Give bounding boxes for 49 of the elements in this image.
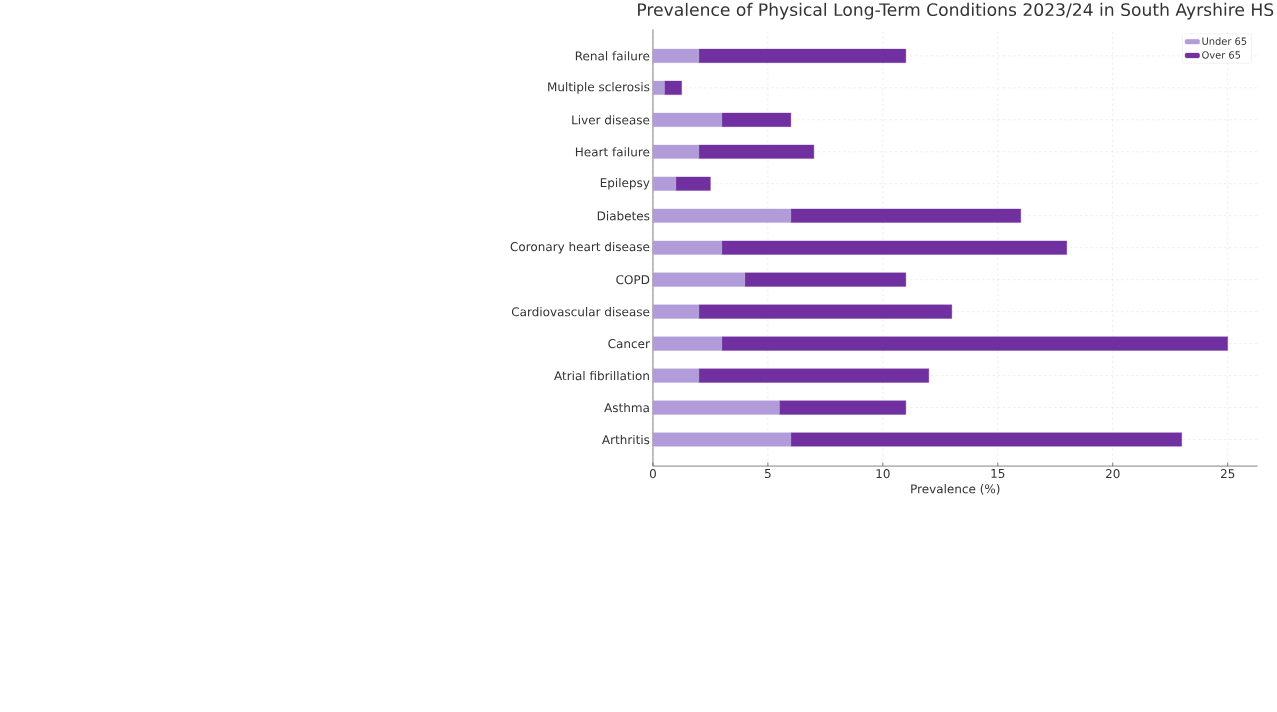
bar	[652, 80, 665, 95]
bar	[652, 176, 677, 191]
legend-label: Over 65	[1202, 51, 1241, 59]
y-tick-label: Diabetes	[597, 210, 650, 221]
bar	[790, 208, 1021, 223]
y-tick-label: Multiple sclerosis	[548, 81, 650, 94]
bar	[698, 48, 906, 63]
y-tick-label: Epilepsy	[600, 177, 650, 190]
y-tick-label: COPD	[616, 274, 650, 285]
x-tick-label: 20	[1105, 468, 1120, 479]
y-tick-label: Arthritis	[601, 434, 650, 445]
bar	[675, 176, 711, 191]
bar	[652, 400, 780, 415]
y-tick-label: Cardiovascular disease	[511, 306, 650, 317]
bar	[721, 240, 1067, 255]
bar	[698, 304, 952, 319]
chart-title: Prevalence of Physical Long-Term Conditions 2023/24 in South Ayrshire HS	[638, 2, 1274, 20]
legend-label: Under 65	[1202, 37, 1247, 45]
y-tick-label: Atrial fibrillation	[554, 370, 649, 381]
bar	[664, 80, 682, 95]
bar	[698, 144, 815, 159]
bar	[790, 432, 1182, 447]
x-tick-label: 10	[876, 468, 890, 479]
y-tick-label: Renal failure	[575, 51, 650, 61]
bar	[779, 400, 906, 415]
x-axis-title: Prevalence (%)	[911, 483, 1000, 495]
y-tick-label: Asthma	[604, 402, 649, 413]
x-tick-label: 0	[649, 468, 656, 479]
bar	[698, 368, 929, 383]
y-tick-label: Cancer	[608, 338, 650, 349]
bar	[652, 272, 746, 287]
bar	[721, 336, 1228, 351]
bar	[652, 48, 700, 63]
bar	[652, 336, 723, 351]
bar	[652, 368, 700, 383]
bar	[652, 304, 700, 319]
y-tick-label: Heart failure	[575, 147, 650, 157]
bar	[652, 432, 792, 447]
bar	[721, 112, 792, 127]
y-tick-label: Liver disease	[572, 115, 650, 125]
x-tick-label: 25	[1220, 468, 1235, 479]
x-tick-label: 5	[765, 468, 771, 478]
bar	[652, 240, 723, 255]
bar	[652, 208, 792, 223]
bar	[744, 272, 906, 287]
x-tick-label: 15	[991, 468, 1005, 478]
y-tick-label: Coronary heart disease	[510, 241, 650, 254]
bar	[652, 144, 700, 159]
bar	[652, 112, 723, 127]
